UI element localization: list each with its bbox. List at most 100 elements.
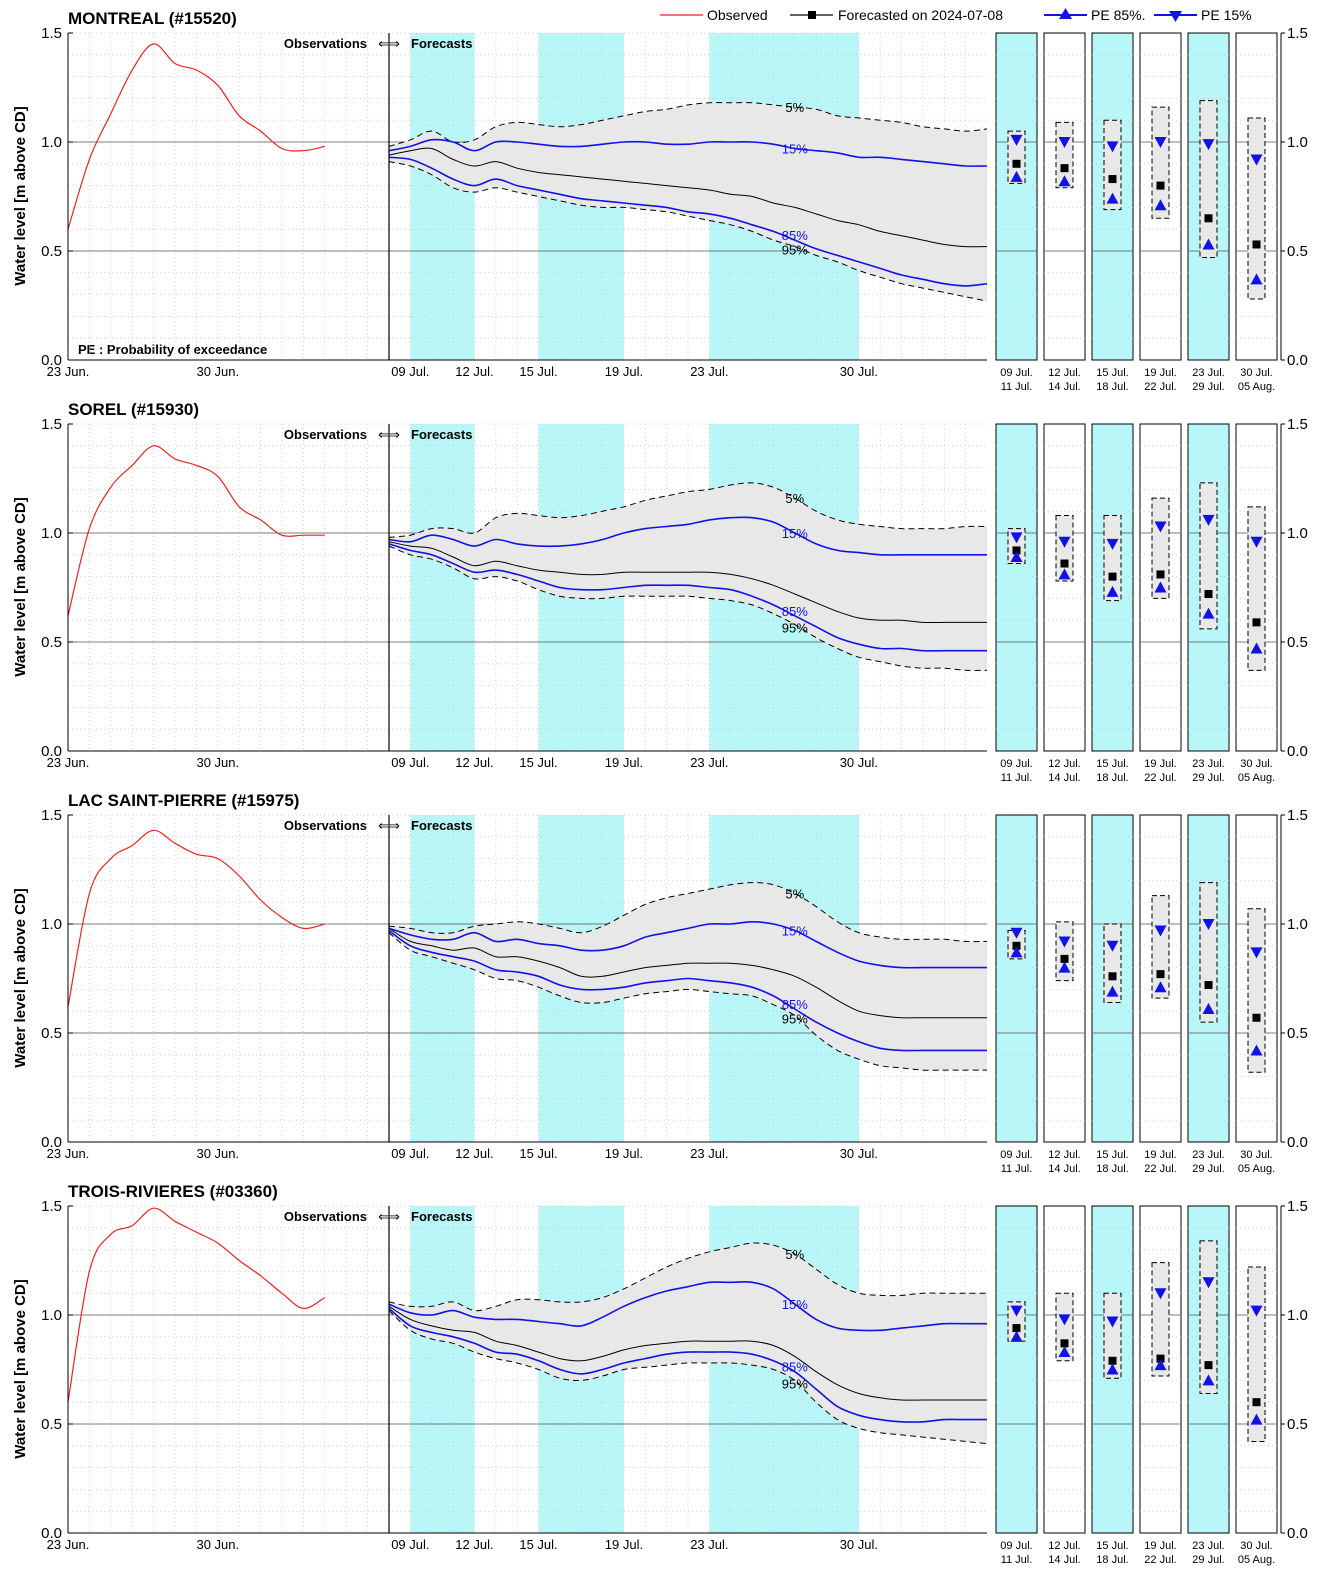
y-tick-label-right: 0.5 (1287, 1025, 1308, 1042)
x-tick-label: 19 Jul. (605, 755, 643, 770)
median-marker (1204, 981, 1213, 990)
label-pct15: 15% (782, 1297, 808, 1312)
y-tick-label: 0.5 (41, 243, 62, 260)
series-p15-line (388, 920, 987, 969)
pe85-marker (1250, 1044, 1263, 1056)
x-tick-label: 15 Jul. (519, 1146, 557, 1161)
label-pct95: 95% (782, 1376, 808, 1391)
legend-forecast-marker (808, 11, 816, 19)
pe85-marker (1106, 585, 1119, 597)
period-end-label: 22 Jul. (1144, 1554, 1176, 1566)
observations-label: Observations (284, 1209, 367, 1224)
panel-title-2: SOREL (#15930) (68, 400, 199, 419)
y-tick-label-right: 1.5 (1287, 807, 1308, 824)
period-start-label: 30 Jul. (1240, 1540, 1272, 1552)
range-box (1007, 528, 1026, 565)
x-tick-label: 12 Jul. (455, 1146, 493, 1161)
observations-label: Observations (284, 818, 367, 833)
range-box (1103, 515, 1122, 602)
label-pct5: 5% (785, 491, 804, 506)
label-pct5: 5% (785, 1247, 804, 1262)
x-tick-label: 15 Jul. (519, 364, 557, 379)
label-pct85: 85% (782, 228, 808, 243)
pe85-marker (1010, 946, 1023, 958)
period-box (1043, 423, 1086, 752)
pe15-marker (1202, 919, 1215, 930)
forecasts-label: Forecasts (411, 36, 472, 51)
x-tick-label: 30 Jul. (840, 1537, 878, 1552)
median-marker (1012, 546, 1021, 555)
pe15-marker (1106, 141, 1119, 153)
y-tick-label: 1.0 (41, 525, 62, 542)
period-box (1187, 32, 1230, 361)
y-tick-label-right: 1.5 (1287, 25, 1308, 42)
x-tick-label: 19 Jul. (605, 364, 643, 379)
pe85-marker (1154, 1359, 1167, 1371)
y-tick-label: 0.5 (41, 1416, 62, 1433)
y-tick-label-right: 1.0 (1287, 134, 1308, 151)
period-end-label: 18 Jul. (1096, 1554, 1128, 1566)
pe85-marker (1202, 238, 1215, 250)
median-marker (1252, 1398, 1261, 1407)
median-marker (1060, 954, 1069, 963)
x-tick-label: 12 Jul. (455, 364, 493, 379)
pe85-marker (1106, 1363, 1119, 1375)
label-pct15: 15% (782, 526, 808, 541)
period-end-label: 29 Jul. (1192, 381, 1224, 393)
observed-line (67, 1207, 326, 1403)
x-tick-label: 30 Jun. (196, 755, 239, 770)
period-start-label: 12 Jul. (1048, 367, 1080, 379)
period-end-label: 14 Jul. (1048, 772, 1080, 784)
period-start-label: 15 Jul. (1096, 758, 1128, 770)
pe15-marker (1106, 1316, 1119, 1328)
pe15-marker (1202, 514, 1215, 526)
uncertainty-band (389, 1242, 987, 1444)
observations-label: Observations (284, 427, 367, 442)
y-tick-label-right: 1.5 (1287, 416, 1308, 433)
median-marker (1156, 181, 1165, 190)
range-box (1007, 130, 1026, 184)
period-end-label: 05 Aug. (1238, 381, 1275, 393)
period-box (995, 423, 1038, 752)
pe15-marker (1154, 1288, 1167, 1300)
x-tick-label: 09 Jul. (391, 364, 429, 379)
period-box (1043, 32, 1086, 361)
label-pct85: 85% (782, 1360, 808, 1375)
divider-arrow: ⇐⇒ (378, 36, 400, 51)
pe15-marker (1250, 536, 1263, 548)
x-tick-label: 23 Jul. (690, 1537, 728, 1552)
x-tick-label: 30 Jul. (840, 1146, 878, 1161)
median-marker (1012, 941, 1021, 950)
pe15-marker (1154, 521, 1167, 533)
period-start-label: 12 Jul. (1048, 1540, 1080, 1552)
x-tick-label: 30 Jun. (196, 1537, 239, 1552)
legend: Observed Forecasted on 2024-07-08 PE 85%… (660, 7, 1252, 23)
range-box (1199, 100, 1218, 259)
y-tick-label: 0.0 (41, 1525, 62, 1542)
period-end-label: 22 Jul. (1144, 1163, 1176, 1175)
median-marker (1060, 164, 1069, 173)
pe15-marker (1154, 925, 1167, 937)
median-marker (1108, 572, 1117, 581)
legend-forecast-label: Forecasted on 2024-07-08 (838, 7, 1003, 23)
period-box (995, 814, 1038, 1143)
median-marker (1252, 618, 1261, 627)
label-pct95: 95% (782, 621, 808, 636)
period-end-label: 11 Jul. (1001, 381, 1033, 393)
period-end-label: 05 Aug. (1238, 1554, 1275, 1566)
forecasts-label: Forecasts (411, 1209, 472, 1224)
label-pct5: 5% (785, 100, 804, 115)
uncertainty-band (389, 882, 987, 1071)
pe85-marker (1202, 1003, 1215, 1015)
panel-title-3: LAC SAINT-PIERRE (#15975) (68, 791, 299, 810)
x-tick-label: 23 Jun. (47, 1537, 90, 1552)
x-tick-label: 09 Jul. (391, 1146, 429, 1161)
legend-pe15-label: PE 15% (1201, 7, 1252, 23)
y-axis-label-2: Water level [m above CD] (12, 497, 29, 677)
period-end-label: 14 Jul. (1048, 1554, 1080, 1566)
forecasts-label: Forecasts (411, 818, 472, 833)
series-median-line (388, 927, 987, 1019)
x-tick-label: 23 Jun. (47, 364, 90, 379)
y-tick-label: 1.5 (41, 807, 62, 824)
